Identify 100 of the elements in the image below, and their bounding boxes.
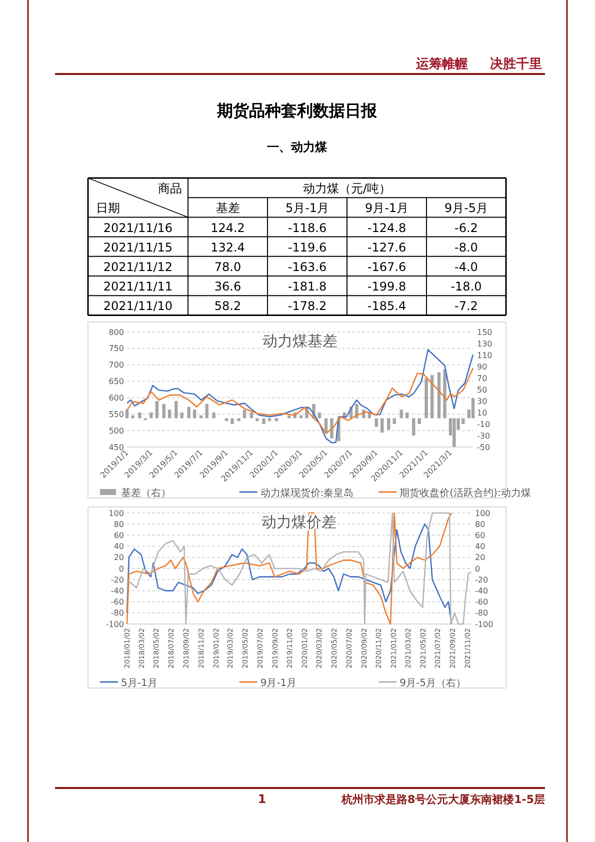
bar — [187, 406, 190, 418]
text: 运筹帷幄 — [415, 56, 468, 72]
data-label: -185.4 — [367, 299, 406, 314]
y2-tick-label: -20 — [475, 575, 488, 584]
y2-tick-label: 150 — [477, 328, 492, 337]
bar — [155, 401, 158, 418]
bar — [380, 418, 384, 433]
data-label: -6.2 — [454, 220, 478, 235]
bar — [237, 418, 240, 422]
text: 日期 — [96, 201, 120, 216]
legend-label: 5月-1月 — [121, 678, 158, 689]
y-tick-label: 100 — [108, 508, 124, 518]
y2-tick-label: -10 — [477, 420, 490, 429]
bar — [387, 418, 390, 430]
y-tick-label: 0 — [118, 564, 124, 574]
bar — [192, 410, 196, 418]
line-series — [126, 349, 474, 444]
y2-tick-label: 80 — [475, 520, 486, 529]
y-tick-label: 600 — [108, 394, 124, 403]
y2-tick-label: 10 — [477, 408, 488, 418]
data-label: -118.6 — [288, 220, 327, 235]
bar — [138, 412, 142, 418]
y2-tick-label: -80 — [475, 608, 488, 618]
y-tick-label: 40 — [114, 542, 124, 552]
bar — [250, 412, 254, 418]
bar — [262, 418, 266, 424]
y2-tick-label: 30 — [477, 396, 488, 406]
y-tick-label: 650 — [108, 377, 124, 386]
bar — [150, 412, 153, 418]
text: 一、动力煤 — [267, 140, 328, 154]
data-label: -163.6 — [288, 260, 327, 274]
text: 9月-1月 — [364, 201, 409, 216]
legend-label: 基差（右） — [121, 487, 171, 499]
data-label: -124.8 — [367, 220, 406, 235]
bar — [299, 415, 303, 418]
chart-title: 动力煤基差 — [262, 332, 338, 350]
y2-tick-label: 90 — [477, 362, 488, 372]
data-label: 58.2 — [214, 299, 242, 314]
data-label: -199.8 — [367, 280, 406, 294]
data-label: 36.6 — [214, 280, 242, 294]
data-label: 132.4 — [210, 240, 245, 254]
bar — [174, 401, 178, 418]
bar — [412, 418, 416, 436]
y-tick-label: -80 — [110, 608, 124, 618]
text: 1 — [258, 792, 266, 806]
bar — [400, 410, 403, 418]
bar — [168, 410, 172, 418]
category-label: 2021/11/15 — [103, 240, 173, 254]
data-label: -181.8 — [288, 280, 327, 294]
y2-tick-label: 50 — [477, 385, 488, 394]
category-label: 2021/11/11 — [103, 280, 173, 294]
y-tick-label: 500 — [108, 426, 124, 436]
text: 9月-5月 — [444, 201, 488, 216]
y-tick-label: 550 — [108, 410, 124, 419]
data-label: -119.6 — [288, 240, 327, 254]
bar — [374, 418, 378, 427]
y2-tick-label: 70 — [477, 374, 488, 383]
data-label: -4.0 — [454, 260, 478, 274]
text: 杭州市求是路8号公元大厦东南裙楼1-5层 — [340, 793, 545, 806]
y2-tick-label: 40 — [475, 542, 486, 552]
text: 期货品种套利数据日报 — [216, 101, 378, 120]
bar — [437, 372, 441, 418]
bar — [330, 418, 334, 438]
legend-label: 动力煤现货价:秦皇岛 — [260, 487, 354, 499]
y2-tick-label: 0 — [475, 564, 480, 574]
y2-tick-label: 110 — [477, 350, 492, 360]
legend-label: 期货收盘价(活跃合约):动力煤 — [400, 487, 531, 499]
bar — [443, 369, 446, 418]
bar — [288, 415, 291, 418]
bar — [424, 378, 428, 418]
category-label: 2021/11/10 — [103, 299, 173, 314]
bar — [318, 412, 322, 418]
y2-tick-label: -100 — [475, 620, 494, 629]
text: 5月-1月 — [285, 201, 330, 216]
line-series — [126, 367, 474, 434]
y-tick-label: 20 — [114, 553, 124, 562]
data-label: -8.0 — [454, 240, 478, 254]
bar — [242, 410, 246, 418]
y-tick-label: -20 — [110, 575, 124, 584]
data-label: -127.6 — [367, 240, 406, 254]
text: 决胜千里 — [490, 56, 542, 72]
category-label: 2021/11/16 — [103, 220, 173, 235]
y-tick-label: -100 — [106, 620, 124, 629]
legend-label: 9月-5月（右） — [400, 678, 466, 689]
bar — [430, 375, 434, 418]
bar — [230, 418, 234, 424]
data-label: 78.0 — [214, 260, 242, 274]
text: 基差 — [216, 201, 240, 216]
data-label: -7.2 — [454, 299, 478, 314]
text: 商品 — [158, 182, 182, 196]
data-label: -18.0 — [450, 280, 482, 294]
data-label: -167.6 — [367, 260, 406, 274]
category-label: 2021/11/12 — [103, 260, 173, 274]
y2-tick-label: -60 — [475, 598, 488, 607]
y-tick-label: 750 — [108, 344, 124, 354]
bar — [200, 415, 203, 418]
y2-tick-label: -30 — [477, 431, 490, 440]
bar — [212, 412, 216, 418]
y-tick-label: 60 — [114, 531, 124, 540]
bar — [471, 398, 475, 418]
